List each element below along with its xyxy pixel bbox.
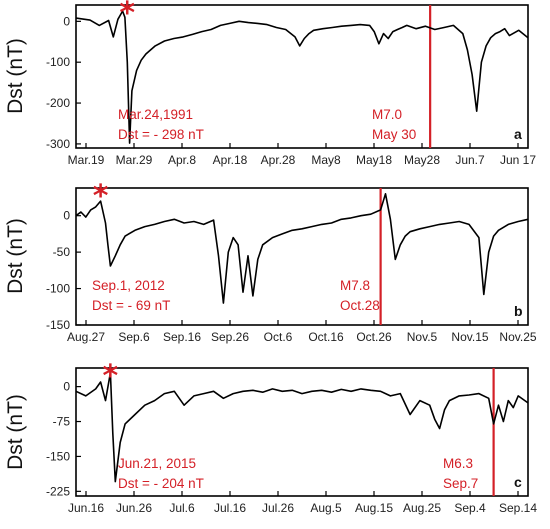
x-tick-label: Oct.6 xyxy=(264,330,293,344)
dst-series-line xyxy=(75,371,529,483)
y-axis-label: Dst (nT) xyxy=(4,394,27,470)
storm-date-label: Sep.1, 2012 xyxy=(92,278,165,293)
y-tick-label: 0 xyxy=(63,380,70,394)
x-tick-label: May18 xyxy=(356,153,392,167)
x-tick-label: Aug.27 xyxy=(67,330,105,344)
x-tick-label: Nov.5 xyxy=(407,330,438,344)
earthquake-date-label: Oct.28 xyxy=(340,298,380,313)
x-tick-label: Oct.16 xyxy=(308,330,344,344)
x-tick-label: Sep.4 xyxy=(454,501,486,515)
x-tick-label: Jun 17 xyxy=(500,153,536,167)
x-tick-label: Oct.26 xyxy=(356,330,392,344)
earthquake-date-label: Sep.7 xyxy=(443,476,478,491)
x-tick-label: Nov.25 xyxy=(499,330,536,344)
x-tick-label: Jul.16 xyxy=(214,501,246,515)
x-tick-label: Jul.26 xyxy=(262,501,294,515)
y-tick-label: -150 xyxy=(46,449,70,463)
x-tick-label: Jun.7 xyxy=(455,153,485,167)
storm-date-label: Jun.21, 2015 xyxy=(118,456,196,471)
dst-series-line xyxy=(75,10,529,144)
x-tick-label: Sep.26 xyxy=(211,330,249,344)
plot-frame xyxy=(75,187,529,326)
x-tick-label: Apr.8 xyxy=(168,153,196,167)
y-tick-label: 0 xyxy=(63,14,70,28)
y-axis-label: Dst (nT) xyxy=(4,218,27,294)
y-tick-label: -200 xyxy=(46,96,70,110)
dst-series-line xyxy=(75,193,529,304)
earthquake-date-label: May 30 xyxy=(372,127,416,142)
x-tick-label: May28 xyxy=(404,153,440,167)
storm-dst-label: Dst = - 298 nT xyxy=(118,127,204,142)
panel-label: a xyxy=(514,126,522,142)
y-axis-label: Dst (nT) xyxy=(4,38,27,114)
x-tick-label: Sep.16 xyxy=(163,330,201,344)
x-tick-label: Sep.6 xyxy=(118,330,150,344)
plot-frame xyxy=(75,4,529,149)
y-tick-label: -150 xyxy=(46,318,70,332)
earthquake-magnitude-label: M6.3 xyxy=(443,456,473,471)
y-tick-label: -225 xyxy=(46,484,70,498)
x-tick-label: May8 xyxy=(311,153,341,167)
x-tick-label: Aug.5 xyxy=(310,501,342,515)
earthquake-magnitude-label: M7.0 xyxy=(372,107,402,122)
storm-date-label: Mar.24,1991 xyxy=(118,107,193,122)
storm-dst-label: Dst = - 204 nT xyxy=(118,476,204,491)
y-tick-label: -50 xyxy=(53,245,71,259)
x-tick-label: Aug.15 xyxy=(355,501,393,515)
x-tick-label: Jul.6 xyxy=(169,501,195,515)
y-tick-label: -300 xyxy=(46,137,70,151)
y-tick-label: 0 xyxy=(63,209,70,223)
x-tick-label: Jun.26 xyxy=(116,501,152,515)
x-tick-label: Mar.29 xyxy=(116,153,153,167)
earthquake-magnitude-label: M7.8 xyxy=(340,278,370,293)
y-tick-label: -75 xyxy=(53,415,71,429)
storm-star-icon: * xyxy=(103,359,119,394)
storm-star-icon: * xyxy=(93,179,109,214)
plot-frame xyxy=(75,367,529,497)
panel-label: b xyxy=(514,303,523,319)
x-tick-label: Jun.16 xyxy=(68,501,104,515)
storm-dst-label: Dst = - 69 nT xyxy=(92,298,170,313)
storm-star-icon: * xyxy=(119,0,135,31)
y-tick-label: -100 xyxy=(46,282,70,296)
x-tick-label: Mar.19 xyxy=(68,153,105,167)
x-tick-label: Nov.15 xyxy=(451,330,488,344)
x-tick-label: Sep.14 xyxy=(499,501,537,515)
x-tick-label: Aug.25 xyxy=(403,501,441,515)
x-tick-label: Apr.28 xyxy=(261,153,296,167)
y-tick-label: -100 xyxy=(46,55,70,69)
x-tick-label: Apr.18 xyxy=(213,153,248,167)
panel-label: c xyxy=(514,474,522,490)
